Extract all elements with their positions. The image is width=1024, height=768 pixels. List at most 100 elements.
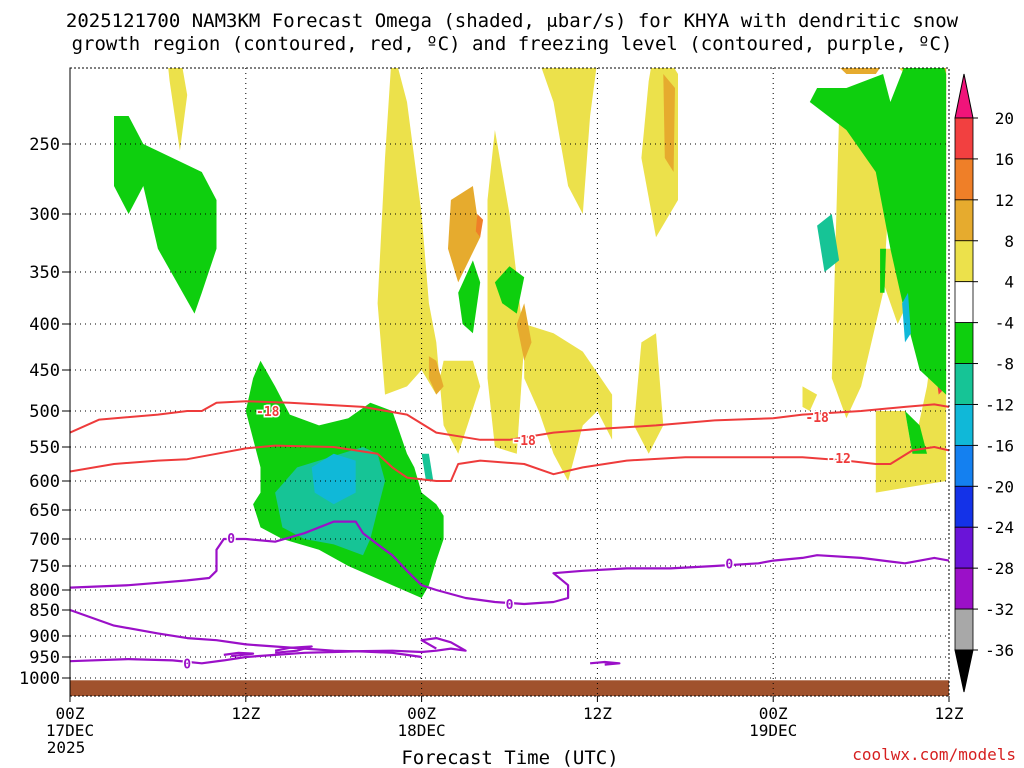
colorbar-label: 4	[1004, 273, 1014, 292]
colorbar-swatch	[954, 240, 974, 283]
colorbar-label: -8	[995, 355, 1014, 374]
colorbar-swatch	[954, 485, 974, 528]
omega-region--8to-4	[880, 248, 886, 293]
colorbar-swatch	[954, 608, 974, 651]
y-tick-label: 800	[29, 581, 60, 601]
colorbar-swatch	[954, 444, 974, 487]
colorbar-label: -28	[985, 559, 1014, 578]
omega-region-8to12	[516, 303, 532, 361]
colorbar-swatch	[954, 404, 974, 446]
omega-region--8to-4	[114, 116, 217, 314]
y-tick-label: 500	[29, 402, 60, 422]
x-tick-label: 00Z	[407, 704, 436, 723]
x-tick-year-label: 2025	[47, 738, 86, 757]
colorbar-swatch	[954, 363, 974, 405]
colorbar-label: -12	[985, 395, 1014, 414]
dgz-contour-label: -18	[512, 434, 536, 449]
freezing-level-contour-label: 0	[725, 557, 733, 572]
y-tick-label: 400	[29, 315, 60, 335]
omega-region-4to8	[831, 116, 913, 419]
x-tick-date-label: 17DEC	[46, 721, 94, 740]
plot-area: -18 -18 -18 -12 0 0 0 0	[69, 67, 950, 697]
omega-region-4to8	[541, 68, 947, 214]
y-tick-label: 850	[29, 601, 60, 621]
colorbar-label: 8	[1004, 232, 1014, 251]
omega-region--16to-12	[311, 453, 356, 505]
colorbar-label: -16	[985, 436, 1014, 455]
colorbar-swatch	[954, 567, 974, 610]
y-tick-label: 350	[29, 263, 60, 283]
dgz-contour-label: -18	[805, 411, 829, 426]
colorbar-swatch	[954, 322, 974, 364]
omega-region-8to12	[840, 68, 880, 74]
colorbar-label: -24	[985, 518, 1014, 537]
x-tick-date-label: 18DEC	[398, 721, 446, 740]
colorbar-label: 12	[995, 191, 1014, 210]
colorbar-swatch	[954, 526, 974, 569]
x-tick-label: 12Z	[935, 704, 964, 723]
freezing-level-contour-label: 0	[183, 657, 191, 672]
omega-region--16to-12	[902, 292, 911, 343]
y-tick-label: 550	[29, 438, 60, 458]
x-axis-title: Forecast Time (UTC)	[401, 747, 618, 768]
omega-region-4to8	[634, 333, 664, 454]
omega-region-8to12	[663, 74, 675, 172]
omega-region--12to-8	[421, 453, 434, 481]
y-tick-label: 250	[29, 135, 60, 155]
y-tick-label: 900	[29, 627, 60, 647]
omega-region-4to8	[168, 68, 188, 151]
freezing-level-contour-label: 0	[506, 598, 514, 613]
omega-region-4to8	[524, 324, 613, 481]
colorbar-bottom-arrow	[954, 649, 974, 693]
y-tick-label: 700	[29, 530, 60, 550]
omega-colorbar: 20 16 12 8 4 -4 -8 -12 -16 -20 -24 -28 -32 -36	[954, 73, 1014, 693]
freezing-level-contour-line	[590, 660, 621, 666]
freezing-level-contour-line	[274, 645, 313, 654]
freezing-level-contour-line	[70, 637, 467, 665]
dgz-contour-line	[70, 444, 949, 482]
chart-title-line-2: growth region (contoured, red, ºC) and f…	[72, 33, 953, 55]
colorbar-swatch	[954, 281, 974, 324]
y-tick-label: 750	[29, 557, 60, 577]
colorbar-swatch	[954, 117, 974, 160]
omega-region-4to8	[875, 237, 947, 493]
x-tick-date-label: 19DEC	[749, 721, 797, 740]
omega-region-4to8	[172, 68, 174, 74]
freezing-level-contour-label: 0	[227, 532, 235, 547]
omega-region--8to-4	[809, 68, 947, 395]
colorbar-label: -36	[985, 641, 1014, 660]
omega-region--12to-8	[817, 214, 840, 272]
ground-fill	[70, 680, 949, 696]
omega-region-8to12	[428, 356, 444, 395]
y-tick-label: 600	[29, 472, 60, 492]
omega-shading	[114, 68, 947, 598]
freezing-level-contour-line	[70, 608, 422, 659]
omega-region-4to8	[802, 386, 818, 411]
colorbar-label: 16	[995, 150, 1014, 169]
dgz-contour-line	[70, 400, 949, 441]
omega-region-12to16	[475, 214, 484, 238]
omega-region--8to-4	[458, 260, 481, 334]
ground-surface	[70, 680, 949, 696]
freezing-level-contour-line	[223, 651, 255, 658]
y-tick-label: 450	[29, 361, 60, 381]
x-tick-label: 12Z	[583, 704, 612, 723]
credit-text: coolwx.com/models	[852, 745, 1016, 764]
colorbar-label: -4	[995, 314, 1014, 333]
dgz-contour-label: -12	[827, 452, 850, 467]
omega-region--8to-4	[905, 411, 927, 454]
chart-title-line-1: 2025121700 NAM3KM Forecast Omega (shaded…	[66, 10, 959, 32]
y-tick-label: 650	[29, 501, 60, 521]
y-tick-label: 950	[29, 648, 60, 668]
x-tick-label: 00Z	[759, 704, 788, 723]
colorbar-swatch	[954, 199, 974, 242]
x-tick-label: 12Z	[231, 704, 260, 723]
x-tick-label: 00Z	[56, 704, 85, 723]
dgz-contour-label: -18	[256, 405, 280, 420]
y-tick-label: 300	[29, 205, 60, 225]
colorbar-top-arrow	[954, 73, 974, 119]
colorbar-swatch	[954, 158, 974, 201]
